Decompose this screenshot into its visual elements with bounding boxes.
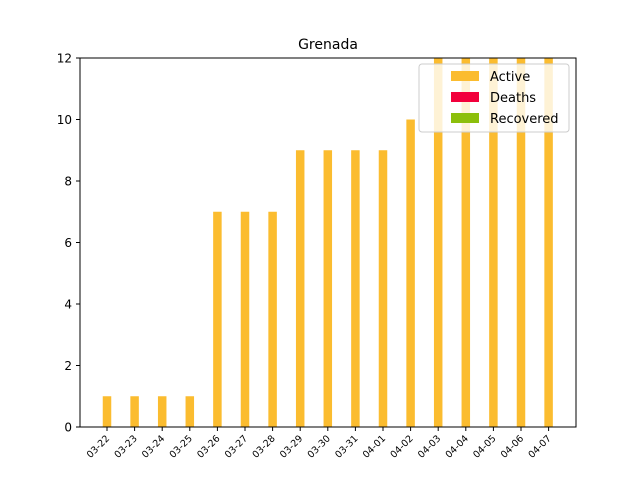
- bar-active-03-30: [323, 150, 333, 427]
- x-tick-label: 03-28: [250, 433, 277, 460]
- x-tick-label: 03-25: [168, 433, 195, 460]
- bar-active-03-23: [130, 396, 139, 427]
- bar-active-03-27: [240, 211, 250, 427]
- bar-active-04-05: [489, 58, 498, 427]
- bar-active-03-29: [295, 150, 305, 427]
- legend-label-recovered: Recovered: [490, 112, 559, 127]
- x-tick-label: 04-04: [444, 433, 471, 460]
- y-tick-label: 2: [64, 359, 72, 373]
- bar-active-04-04: [461, 58, 471, 427]
- legend-label-deaths: Deaths: [490, 91, 536, 106]
- y-tick-label: 8: [64, 175, 72, 189]
- bar-active-03-28: [268, 211, 277, 427]
- chart-title: Grenada: [298, 37, 358, 53]
- x-tick-label: 03-29: [278, 433, 305, 460]
- y-tick-label: 0: [64, 421, 72, 435]
- bars: [102, 58, 553, 427]
- y-tick-label: 10: [57, 113, 72, 127]
- bar-active-03-25: [185, 396, 195, 427]
- bar-active-04-03: [433, 58, 443, 427]
- x-tick-label: 03-27: [223, 433, 250, 460]
- legend-swatch-deaths: [451, 92, 479, 102]
- legend-swatch-recovered: [451, 113, 479, 123]
- x-tick-label: 04-01: [361, 433, 388, 460]
- x-tick-label: 04-06: [499, 433, 526, 460]
- bar-active-03-26: [213, 211, 222, 427]
- y-axis: 0 2 4 6 8 10 12: [57, 52, 80, 435]
- bar-active-03-24: [157, 396, 167, 427]
- x-tick-label: 04-07: [526, 433, 553, 460]
- bar-active-04-06: [516, 58, 526, 427]
- bar-active-03-31: [351, 150, 360, 427]
- y-tick-label: 6: [64, 236, 72, 250]
- x-tick-label: 03-23: [112, 433, 139, 460]
- x-tick-label: 03-22: [85, 433, 112, 460]
- x-axis: 03-22 03-23 03-24 03-25 03-26 03-27 03-28 03-29…: [85, 427, 554, 461]
- x-tick-label: 04-05: [471, 433, 498, 460]
- bar-active-04-02: [406, 119, 415, 427]
- legend-swatch-active: [451, 71, 479, 81]
- legend: Active Deaths Recovered: [418, 63, 570, 133]
- legend-label-active: Active: [490, 70, 530, 85]
- x-tick-label: 03-24: [140, 433, 167, 460]
- x-tick-label: 03-26: [195, 433, 222, 460]
- y-tick-label: 4: [64, 298, 72, 312]
- bar-active-03-22: [102, 396, 112, 427]
- bar-active-04-07: [544, 58, 553, 427]
- x-tick-label: 04-03: [416, 433, 443, 460]
- x-tick-label: 03-31: [333, 433, 360, 460]
- x-tick-label: 03-30: [306, 433, 333, 460]
- y-tick-label: 12: [57, 52, 72, 66]
- plot-frame: [79, 57, 577, 428]
- x-tick-label: 04-02: [388, 433, 415, 460]
- bar-active-04-01: [378, 150, 388, 427]
